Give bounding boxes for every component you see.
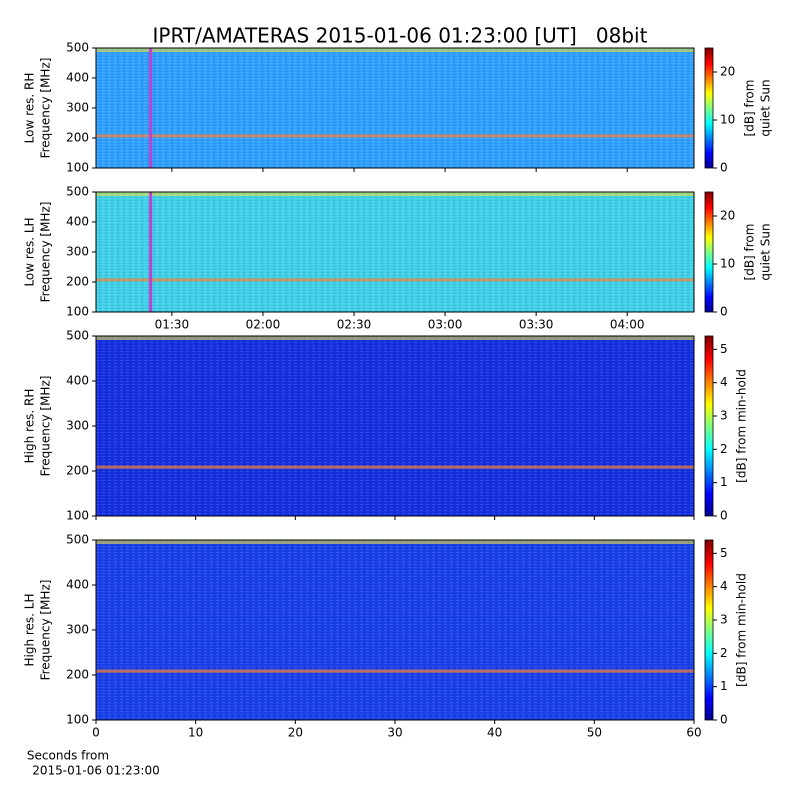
colorbar-tick-label: 2 bbox=[720, 646, 728, 660]
colorbar-tick-label: 4 bbox=[720, 579, 728, 593]
y-tick-label: 400 bbox=[66, 215, 89, 229]
y-tick-label: 500 bbox=[66, 533, 89, 547]
y-tick-label: 500 bbox=[66, 329, 89, 343]
y-tick-label: 200 bbox=[66, 275, 89, 289]
spectrogram-band bbox=[96, 278, 694, 282]
y-axis-label: Low res. LH bbox=[23, 217, 37, 286]
colorbar-tick-label: 0 bbox=[720, 305, 728, 319]
colorbar bbox=[704, 47, 714, 169]
colorbar-label: [dB] from bbox=[743, 224, 757, 281]
colorbar-tick-label: 4 bbox=[720, 375, 728, 389]
colorbar-label: quiet Sun bbox=[759, 79, 773, 136]
colorbar-label: quiet Sun bbox=[759, 223, 773, 280]
y-tick-label: 500 bbox=[66, 185, 89, 199]
colorbar-tick-label: 5 bbox=[720, 546, 728, 560]
colorbar bbox=[704, 191, 714, 313]
y-axis-label: High res. RH bbox=[23, 389, 37, 464]
colorbar-tick-label: 5 bbox=[720, 342, 728, 356]
spectrogram-edge-band bbox=[96, 540, 694, 544]
y-axis-label: Frequency [MHz] bbox=[39, 376, 53, 477]
spectrogram-band bbox=[96, 465, 694, 469]
colorbar-label: [dB] from bbox=[743, 80, 757, 137]
colorbar-tick-label: 0 bbox=[720, 509, 728, 523]
y-tick-label: 400 bbox=[66, 374, 89, 388]
colorbar-label: [dB] from min-hold bbox=[735, 573, 749, 687]
colorbar-tick-label: 0 bbox=[720, 713, 728, 727]
x-tick-label: 02:00 bbox=[246, 318, 281, 332]
spectrogram-texture bbox=[96, 192, 694, 312]
colorbar-tick-label: 0 bbox=[720, 161, 728, 175]
y-tick-label: 100 bbox=[66, 509, 89, 523]
x-tick-label: 50 bbox=[587, 726, 602, 740]
x-tick-label: 03:00 bbox=[428, 318, 463, 332]
spectrogram-edge-band bbox=[96, 192, 694, 196]
y-tick-label: 200 bbox=[66, 464, 89, 478]
colorbar-tick-label: 1 bbox=[720, 475, 728, 489]
x-tick-label: 10 bbox=[188, 726, 203, 740]
spectrogram-band bbox=[96, 669, 694, 673]
y-tick-label: 400 bbox=[66, 578, 89, 592]
x-tick-label: 01:30 bbox=[155, 318, 190, 332]
y-axis-label: Low res. RH bbox=[23, 73, 37, 144]
y-axis-label: Frequency [MHz] bbox=[39, 202, 53, 303]
colorbar bbox=[704, 539, 714, 721]
spectrogram-edge-band bbox=[96, 48, 694, 52]
y-tick-label: 400 bbox=[66, 71, 89, 85]
colorbar bbox=[704, 335, 714, 517]
x-axis-label: 2015-01-06 01:23:00 bbox=[32, 764, 159, 778]
y-tick-label: 500 bbox=[66, 41, 89, 55]
x-axis-label: Seconds from bbox=[27, 749, 109, 763]
y-tick-label: 100 bbox=[66, 713, 89, 727]
colorbar-tick-label: 1 bbox=[720, 679, 728, 693]
y-tick-label: 100 bbox=[66, 305, 89, 319]
chart-title: IPRT/AMATERAS 2015-01-06 01:23:00 [UT] 0… bbox=[153, 24, 648, 48]
x-tick-label: 02:30 bbox=[337, 318, 372, 332]
spectrogram-texture bbox=[96, 48, 694, 168]
colorbar-tick-label: 3 bbox=[720, 613, 728, 627]
x-tick-label: 20 bbox=[288, 726, 303, 740]
x-tick-label: 60 bbox=[686, 726, 701, 740]
x-tick-label: 30 bbox=[387, 726, 402, 740]
y-tick-label: 100 bbox=[66, 161, 89, 175]
colorbar-tick-label: 2 bbox=[720, 442, 728, 456]
x-tick-label: 04:00 bbox=[610, 318, 645, 332]
y-tick-label: 300 bbox=[66, 245, 89, 259]
x-tick-label: 40 bbox=[487, 726, 502, 740]
y-tick-label: 200 bbox=[66, 668, 89, 682]
colorbar-tick-label: 20 bbox=[720, 209, 735, 223]
y-tick-label: 300 bbox=[66, 419, 89, 433]
colorbar-tick-label: 10 bbox=[720, 257, 735, 271]
y-axis-label: Frequency [MHz] bbox=[39, 580, 53, 681]
colorbar-tick-label: 20 bbox=[720, 65, 735, 79]
y-tick-label: 300 bbox=[66, 101, 89, 115]
y-tick-label: 200 bbox=[66, 131, 89, 145]
spectrogram-band bbox=[96, 134, 694, 138]
y-axis-label: High res. LH bbox=[23, 593, 37, 666]
colorbar-label: [dB] from min-hold bbox=[735, 369, 749, 483]
spectrogram-edge-band bbox=[96, 336, 694, 340]
y-axis-label: Frequency [MHz] bbox=[39, 58, 53, 159]
colorbar-tick-label: 10 bbox=[720, 113, 735, 127]
y-tick-label: 300 bbox=[66, 623, 89, 637]
x-tick-label: 0 bbox=[92, 726, 100, 740]
spectrogram-texture bbox=[96, 336, 694, 516]
colorbar-tick-label: 3 bbox=[720, 409, 728, 423]
x-tick-label: 03:30 bbox=[519, 318, 554, 332]
spectrogram-texture bbox=[96, 540, 694, 720]
